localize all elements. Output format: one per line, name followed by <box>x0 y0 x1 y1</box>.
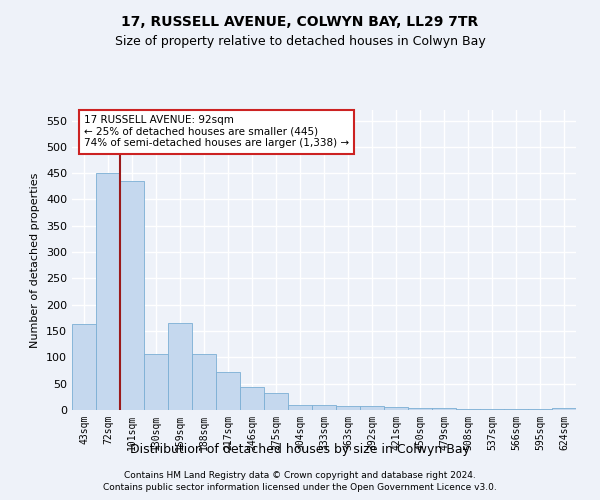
Bar <box>120 181 144 410</box>
Bar <box>552 408 576 410</box>
Bar <box>192 354 216 410</box>
Bar <box>264 393 288 410</box>
Bar <box>336 406 360 410</box>
Text: Distribution of detached houses by size in Colwyn Bay: Distribution of detached houses by size … <box>130 442 470 456</box>
Bar <box>288 404 312 410</box>
Bar <box>456 409 480 410</box>
Bar <box>432 408 456 410</box>
Y-axis label: Number of detached properties: Number of detached properties <box>31 172 40 348</box>
Bar <box>96 173 120 410</box>
Bar <box>360 406 384 410</box>
Text: Contains public sector information licensed under the Open Government Licence v3: Contains public sector information licen… <box>103 484 497 492</box>
Text: Contains HM Land Registry data © Crown copyright and database right 2024.: Contains HM Land Registry data © Crown c… <box>124 471 476 480</box>
Bar <box>408 408 432 410</box>
Bar <box>168 323 192 410</box>
Bar <box>384 408 408 410</box>
Bar <box>216 372 240 410</box>
Bar <box>72 324 96 410</box>
Text: Size of property relative to detached houses in Colwyn Bay: Size of property relative to detached ho… <box>115 35 485 48</box>
Bar <box>240 388 264 410</box>
Bar <box>312 404 336 410</box>
Bar <box>144 354 168 410</box>
Text: 17 RUSSELL AVENUE: 92sqm
← 25% of detached houses are smaller (445)
74% of semi-: 17 RUSSELL AVENUE: 92sqm ← 25% of detach… <box>84 116 349 148</box>
Text: 17, RUSSELL AVENUE, COLWYN BAY, LL29 7TR: 17, RUSSELL AVENUE, COLWYN BAY, LL29 7TR <box>121 15 479 29</box>
